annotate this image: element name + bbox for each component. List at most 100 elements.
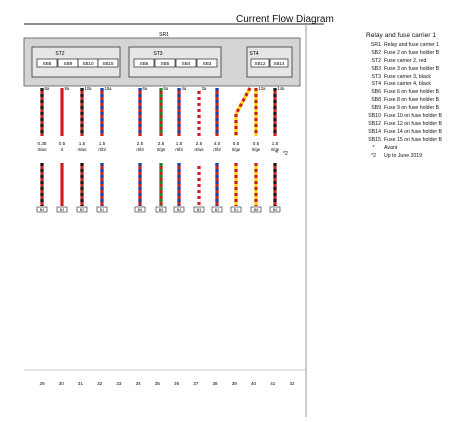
legend-item: *2 Up to June 2019 [366,153,470,161]
wire-connector-label: B1 [100,208,104,212]
wire-connector-label: B8 [254,208,258,212]
wire: 6a 2.5rt/bl B6 [134,86,148,213]
legend-description: Fuse 3 on fuse holder B [384,65,440,72]
wire-connector-label: B2 [80,208,84,212]
wire-size-label: 4.0 [214,141,221,146]
wire-connector [76,206,88,213]
wire-connector-label: B6 [138,208,142,212]
wire-connector [134,206,146,213]
wire-size-label: 0.35 [38,141,47,146]
wire-size-label: 2.5 [196,141,203,146]
legend-description: Fuse 6 on fuse holder B [384,89,440,96]
fuse-label: SB12 [254,61,266,66]
column-number: 34 [136,381,142,386]
legend-description: Up to June 2019 [384,152,423,159]
wire-color-label: rt/ge [252,147,261,152]
wire-terminal-label: 9a [65,86,70,91]
legend-code: SB6 [371,89,381,96]
legend-item: SB6 Fuse 6 on fuse holder B [366,89,470,97]
legend-code: ST4 [371,81,381,88]
wire-color-label: rt/bl [98,147,105,152]
carrier-label: SR1 [159,32,169,38]
wire-connector-label: B9 [273,208,277,212]
column-number: 39 [232,381,238,386]
wire-size-label: 0.5 [59,141,66,146]
wire-terminal-label: 12a [259,86,267,91]
legend-code: SB2 [371,49,381,56]
legend-description: Avant [384,144,398,151]
column-number: 36 [174,381,180,386]
wire-connector [193,206,205,213]
legend-description: Fuse 2 on fuse holder B [384,49,440,56]
wire-size-label: 2.5 [137,141,144,146]
legend-code: SR1 [370,41,381,48]
wire-connector-label: B3 [60,208,64,212]
wire-size-label: 1.5 [99,141,106,146]
legend-item: SB14 Fuse 14 on fuse holder B [366,129,470,137]
fuse-label: SB3 [203,61,212,66]
bottom-numbers: 29 30 31 32 33 34 35 36 37 38 39 40 41 42 [39,381,295,386]
wires-layer: 8a0.35rt/wsB49a0.5rtB310a1.5rt/wsB215a1.… [36,86,286,213]
wire: 5a 2.5rt/gn B5 [155,86,169,213]
legend-description: Fuse 9 on fuse holder B [384,105,440,112]
wire-terminal-label: 14a [278,86,286,91]
legend-item: SB8 Fuse 8 on fuse holder B [366,97,470,105]
fuse-label: SB10 [82,61,94,66]
legend-description: Fuse carrier 4, black [384,81,431,88]
wire-color-label: rt/ge [271,147,280,152]
column-number: 42 [289,381,295,386]
legend-description: Fuse 10 on fuse holder B [384,113,442,120]
legend-item: SB3 Fuse 3 on fuse holder B [366,66,470,74]
legend-list: SR1 Relay and fuse carrier 1 SB2 Fuse 2 on … [366,42,470,161]
fuse-holder-label: ST2 [55,51,64,57]
legend-code: SB15 [368,136,381,143]
legend-description: Fuse 14 on fuse holder B [384,128,442,135]
wire-connector [230,206,242,213]
wire-terminal-label: 4a [182,86,187,91]
legend-description: Relay and fuse carrier 1 [384,41,440,48]
column-number: 29 [39,381,45,386]
wire-color-label: rt/bl [175,147,182,152]
fuse: SB10 [77,58,99,68]
wire: 10a 1.5rt/ws B2 [76,86,93,213]
wire-connector [269,206,281,213]
wire-color-label: rt/ge [232,147,241,152]
column-number: 38 [213,381,219,386]
legend-item: SB2 Fuse 2 on fuse holder B [366,50,470,58]
fuse-label: SB4 [182,61,191,66]
legend-item: SB15 Fuse 15 on fuse holder B [366,137,470,145]
wire-connector [56,206,68,213]
legend-item: ST4 Fuse carrier 4, black [366,81,470,89]
wire-size-label: 1.5 [176,141,183,146]
legend-item: ST3 Fuse carrier 3, black [366,74,470,82]
wire: 12a 0.5rt/ge B8 [250,86,267,213]
wire-connector [250,206,262,213]
wire-terminal-label: 15a [105,86,113,91]
legend-code: SB8 [371,97,381,104]
legend-item: SR1 Relay and fuse carrier 1 [366,42,470,50]
wire-connector [211,206,223,213]
fuse: SB15 [97,58,119,68]
legend-code: SB3 [371,65,381,72]
legend-code: ST2 [371,57,381,64]
fuse: SB3 [196,58,218,68]
fuse-label: SB15 [102,61,114,66]
diagram-title: Current Flow Diagram [236,14,334,25]
legend-description: Fuse carrier 2, red [384,57,427,64]
wire: 4a 1.5rt/bl B4 [173,86,187,213]
wire-connector-label: B1 [234,208,238,212]
wire-color-label: rt [61,147,64,152]
fuse: SB4 [175,58,197,68]
fuse-label: SB9 [64,61,73,66]
wire-size-label: 2.5 [158,141,165,146]
wire-color-label: rt/ws [194,147,203,152]
legend-code: SB9 [371,105,381,112]
legend-description: Fuse carrier 3, black [384,73,431,80]
legend-description: Fuse 15 on fuse holder B [384,136,442,143]
wire-terminal-label: 10a [85,86,93,91]
legend-item: * Avant [366,145,470,153]
fuse-label: SB14 [273,61,285,66]
wire-terminal-label: 3a [202,86,207,91]
